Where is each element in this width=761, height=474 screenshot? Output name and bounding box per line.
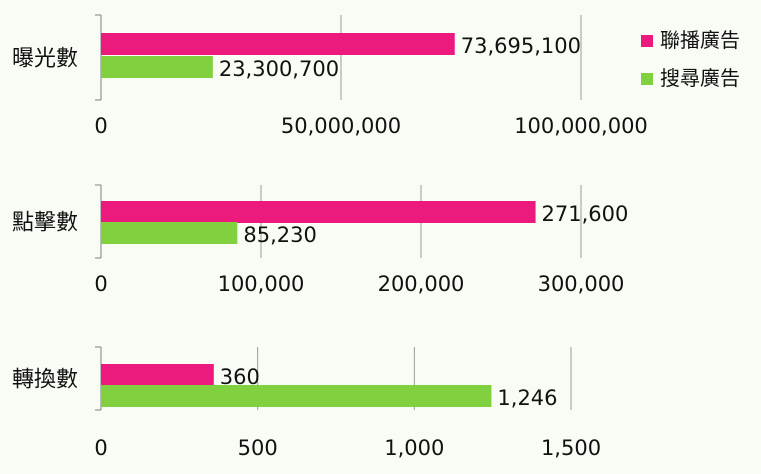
data-label: 73,695,100 [461,34,581,58]
x-tick-label: 0 [94,114,107,138]
legend-label: 聯播廣告 [660,28,740,52]
bar [101,222,238,244]
x-tick-label: 300,000 [538,272,625,296]
legend-label: 搜尋廣告 [660,66,740,90]
bar [101,364,214,386]
x-tick-label: 1,000 [384,436,444,460]
x-tick-label: 200,000 [378,272,465,296]
data-label: 23,300,700 [219,57,339,81]
data-label: 271,600 [542,202,629,226]
legend-swatch [641,35,653,47]
x-tick-label: 0 [94,436,107,460]
x-tick-label: 100,000 [218,272,305,296]
data-label: 85,230 [243,223,316,247]
bar [101,201,536,223]
x-tick-label: 50,000,000 [281,114,401,138]
x-tick-label: 500 [238,436,278,460]
category-label: 轉換數 [12,368,78,393]
x-tick-label: 0 [94,272,107,296]
bar [101,56,213,78]
legend-swatch [641,73,653,85]
x-tick-label: 1,500 [541,436,601,460]
category-label: 點擊數 [12,211,78,236]
data-label: 1,246 [497,386,557,410]
category-label: 曝光數 [12,47,78,72]
x-tick-label: 100,000,000 [514,114,648,138]
bar [101,33,455,55]
bar [101,385,492,407]
